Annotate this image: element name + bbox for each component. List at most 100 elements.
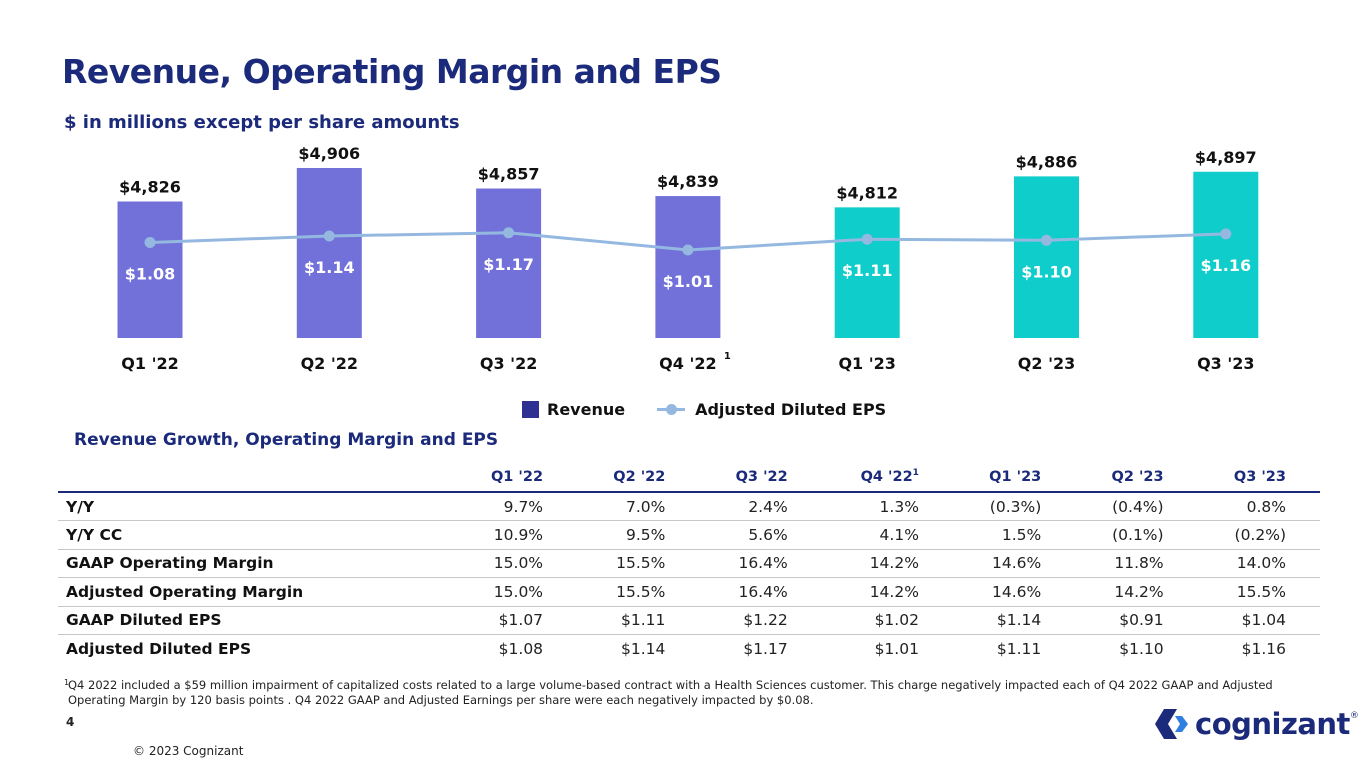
revenue-bar bbox=[834, 207, 900, 338]
logo-registered-mark: ® bbox=[1349, 711, 1359, 721]
table-header-empty bbox=[58, 462, 455, 493]
revenue-data-label: $4,906 bbox=[298, 144, 360, 163]
table-cell: 15.5% bbox=[1197, 577, 1320, 607]
table-header-cell: Q2 '23 bbox=[1075, 462, 1198, 493]
category-tick-label: Q3 '23 bbox=[1197, 354, 1254, 373]
eps-data-label: $1.14 bbox=[304, 258, 355, 277]
table-cell: $1.14 bbox=[621, 640, 666, 658]
revenue-bar bbox=[1193, 171, 1259, 338]
eps-point bbox=[1041, 234, 1052, 246]
table-cell: 16.4% bbox=[699, 577, 822, 607]
eps-data-label: $1.16 bbox=[1200, 256, 1251, 275]
logo-wordmark: cognizant bbox=[1195, 707, 1350, 741]
table-cell: (0.2%) bbox=[1197, 520, 1320, 550]
table-cell: $1.11 bbox=[996, 640, 1042, 658]
table-cell: 16.4% bbox=[699, 549, 822, 578]
legend-revenue-label: Revenue bbox=[547, 400, 626, 419]
revenue-data-label: $4,897 bbox=[1195, 148, 1257, 167]
legend-eps-marker bbox=[666, 404, 678, 415]
table-row: Y/Y 9.7% 7.0% 2.4% 1.3% (0.3%) (0.4%) 0.8% bbox=[58, 492, 1320, 521]
revenue-data-label: $4,886 bbox=[1016, 152, 1078, 171]
table-cell: (0.1%) bbox=[1075, 520, 1198, 550]
eps-point bbox=[682, 244, 694, 256]
cognizant-logo: cognizant ® bbox=[1155, 707, 1359, 741]
table-cell: 15.5% bbox=[577, 577, 700, 607]
table-row: GAAP Operating Margin 15.0% 15.5% 16.4% 14.2… bbox=[58, 549, 1320, 578]
table-header-row: Q1 '22 Q2 '22 Q3 '22 Q4 '221 Q1 '23 Q2 '… bbox=[58, 462, 1320, 493]
table-cell: 14.6% bbox=[952, 577, 1076, 607]
table-row-label: Adjusted Operating Margin bbox=[58, 577, 455, 607]
category-tick-label: Q2 '22 bbox=[301, 354, 358, 373]
chart-legend: Revenue Adjusted Diluted EPS bbox=[522, 400, 886, 419]
table-row-label: Y/Y bbox=[58, 492, 455, 521]
footnote-text: Q4 2022 included a $59 million impairmen… bbox=[68, 678, 1273, 707]
category-footnote-mark: 1 bbox=[724, 351, 731, 362]
table-cell: 11.8% bbox=[1075, 549, 1198, 578]
table-row: Adjusted Diluted EPS $1.08 $1.14 $1.17 $1.01… bbox=[58, 635, 1320, 664]
category-tick-label: Q1 '23 bbox=[838, 354, 895, 373]
table-header-footnote: 1 bbox=[912, 468, 919, 479]
revenue-bar bbox=[655, 196, 721, 338]
revenue-data-label: $4,826 bbox=[119, 177, 181, 196]
table-row-label: GAAP Operating Margin bbox=[58, 549, 455, 578]
category-tick-label: Q4 '22 bbox=[659, 354, 716, 373]
table-cell: $1.08 bbox=[498, 640, 544, 658]
eps-point bbox=[323, 230, 335, 242]
table-header-cell: Q1 '22 bbox=[454, 462, 578, 493]
table-cell: 15.0% bbox=[454, 549, 578, 578]
table-cell: 9.7% bbox=[454, 492, 578, 521]
table-cell: $1.10 bbox=[1119, 640, 1164, 658]
revenue-data-label: $4,839 bbox=[657, 172, 719, 191]
revenue-bar bbox=[476, 188, 542, 338]
eps-data-label: $1.17 bbox=[483, 255, 534, 274]
metrics-table: Q1 '22 Q2 '22 Q3 '22 Q4 '221 Q1 '23 Q2 '… bbox=[58, 462, 1320, 663]
table-cell: 10.9% bbox=[454, 520, 578, 550]
table-cell: 9.5% bbox=[577, 520, 700, 550]
table-header-cell: Q1 '23 bbox=[952, 462, 1076, 493]
category-tick-label: Q2 '23 bbox=[1018, 354, 1075, 373]
page-number: 4 bbox=[66, 715, 75, 729]
table-header-cell: Q4 '221 bbox=[821, 462, 953, 493]
table-cell: (0.4%) bbox=[1075, 492, 1198, 521]
table-cell: $1.14 bbox=[952, 606, 1076, 635]
table-cell: $1.01 bbox=[874, 640, 919, 658]
revenue-bar bbox=[117, 201, 183, 338]
eps-point bbox=[503, 227, 515, 239]
table-header-cell: Q3 '23 bbox=[1197, 462, 1320, 493]
table-cell: 15.5% bbox=[577, 549, 700, 578]
table-title: Revenue Growth, Operating Margin and EPS bbox=[74, 430, 499, 450]
table-cell: $1.17 bbox=[743, 640, 788, 658]
category-tick-label: Q3 '22 bbox=[480, 354, 537, 373]
eps-data-label: $1.11 bbox=[842, 261, 893, 280]
table-row: GAAP Diluted EPS $1.07 $1.11 $1.22 $1.02 $1.1… bbox=[58, 606, 1320, 635]
table-cell: $1.16 bbox=[1241, 640, 1286, 658]
table-cell: $1.07 bbox=[454, 606, 578, 635]
eps-data-label: $1.10 bbox=[1021, 262, 1072, 281]
table-cell: 1.3% bbox=[821, 492, 953, 521]
table-cell: 0.8% bbox=[1197, 492, 1320, 521]
table-cell: 14.2% bbox=[1075, 577, 1198, 607]
eps-data-label: $1.08 bbox=[125, 264, 176, 283]
legend-eps-line bbox=[657, 404, 686, 415]
table-cell: 1.5% bbox=[952, 520, 1076, 550]
legend-eps-label: Adjusted Diluted EPS bbox=[695, 400, 887, 419]
eps-point bbox=[144, 236, 156, 248]
table-row: Adjusted Operating Margin 15.0% 15.5% 16.4%… bbox=[58, 577, 1320, 607]
footnote-mark: 1 bbox=[64, 678, 70, 687]
table-cell: (0.3%) bbox=[952, 492, 1076, 521]
table-cell: 15.0% bbox=[454, 577, 578, 607]
table-header-cell: Q3 '22 bbox=[699, 462, 822, 493]
category-tick-label: Q1 '22 bbox=[121, 354, 178, 373]
page-title: Revenue, Operating Margin and EPS bbox=[62, 52, 722, 91]
legend-revenue-swatch bbox=[522, 401, 539, 418]
page-subtitle: $ in millions except per share amounts bbox=[64, 112, 460, 133]
revenue-data-label: $4,857 bbox=[478, 165, 540, 184]
revenue-data-label: $4,812 bbox=[836, 183, 898, 202]
table-cell: 4.1% bbox=[821, 520, 953, 550]
table-header-cell: Q2 '22 bbox=[577, 462, 700, 493]
table-cell: 14.2% bbox=[821, 577, 953, 607]
copyright: © 2023 Cognizant bbox=[133, 744, 244, 758]
table-cell: 14.6% bbox=[952, 549, 1076, 578]
table-cell: $0.91 bbox=[1075, 606, 1198, 635]
table-row-label: Adjusted Diluted EPS bbox=[66, 640, 252, 658]
